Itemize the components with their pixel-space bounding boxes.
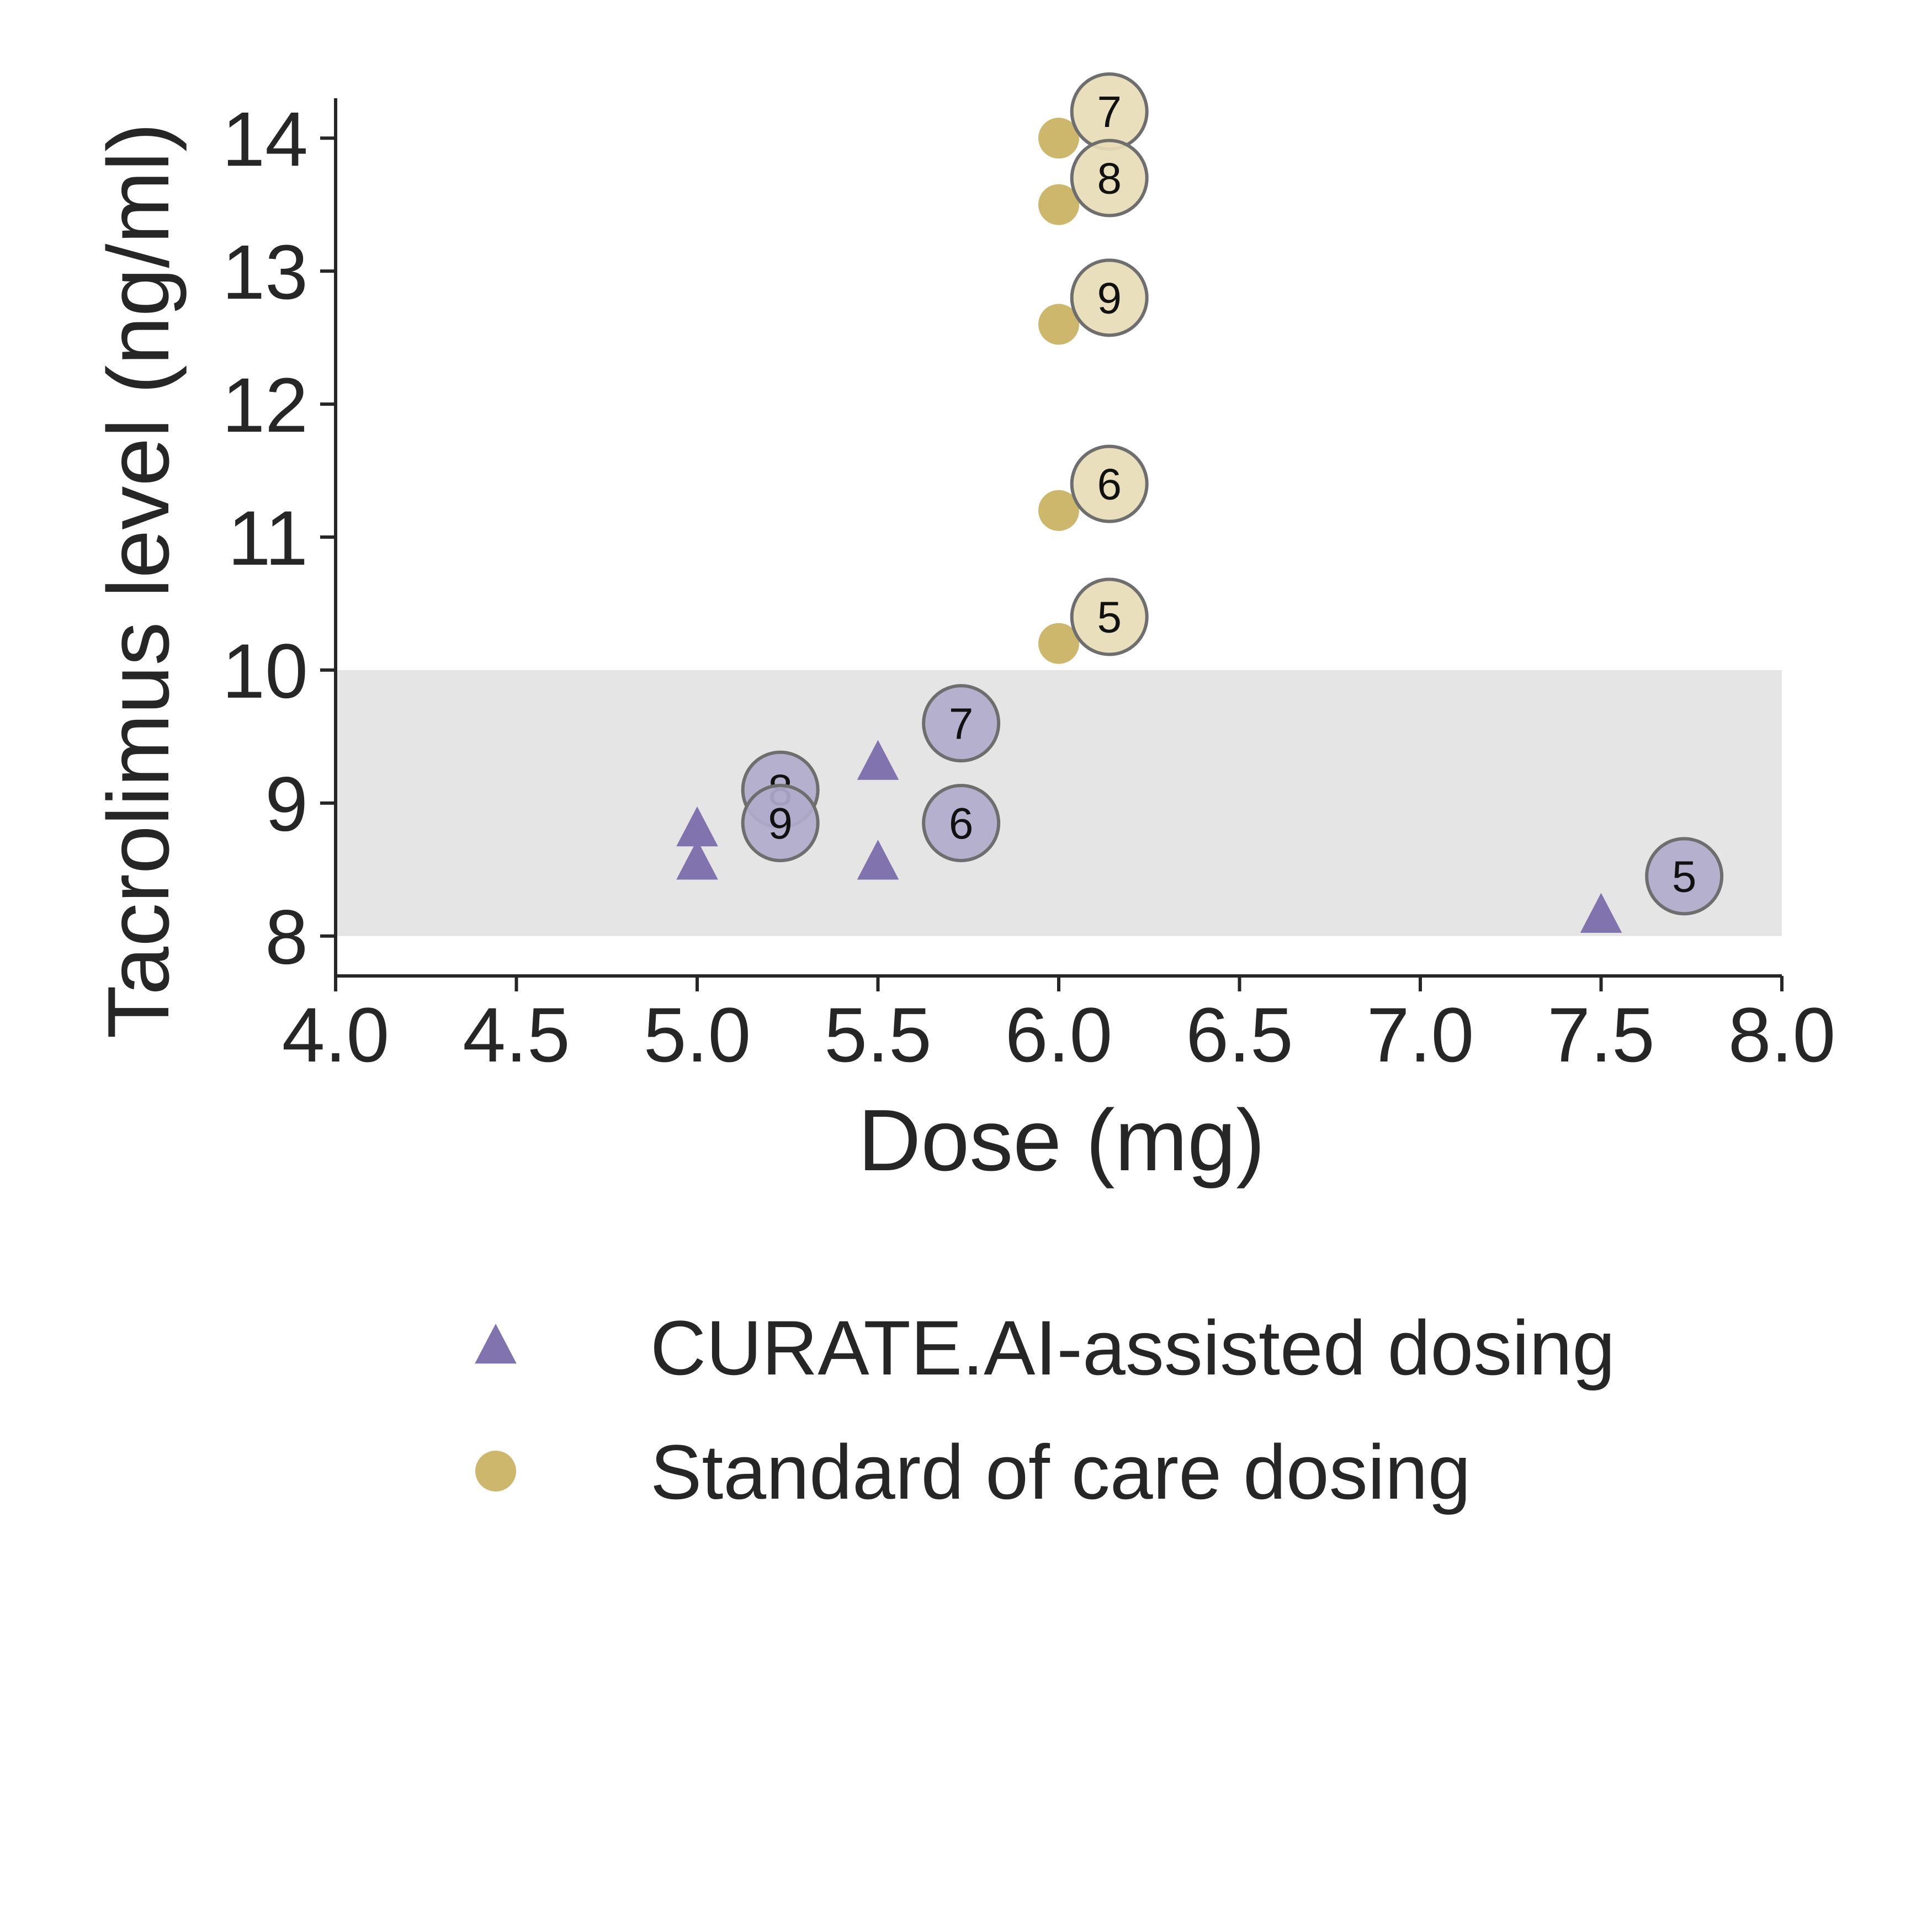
day-label-number: 8 — [1097, 154, 1122, 203]
y-tick-label: 12 — [222, 362, 308, 448]
day-labels: 8976578965 — [741, 72, 1724, 916]
target-range-layer — [336, 670, 1782, 936]
legend-label: Standard of care dosing — [650, 1429, 1471, 1515]
y-axis-title: Tacrolimus level (ng/ml) — [90, 123, 187, 1038]
curate-ai-point — [857, 740, 899, 780]
day-label-circle — [1070, 444, 1149, 523]
curate-ai-point — [676, 806, 718, 847]
y-tick-label: 10 — [222, 628, 308, 714]
axes: 4.0 4.5 5.0 5.5 6.0 6.5 7.0 7.5 8.0 8 9 10 11 12 13 14 — [222, 95, 1835, 1078]
x-tick-label: 4.5 — [463, 991, 570, 1078]
curate-ai-point — [676, 840, 718, 880]
x-tick-label: 6.5 — [1186, 991, 1293, 1078]
x-tick-label: 7.0 — [1367, 991, 1474, 1078]
standard-care-point — [1038, 184, 1079, 225]
day-label-circle — [922, 684, 1001, 763]
x-tick-label: 5.0 — [644, 991, 751, 1078]
day-label-circle — [1070, 258, 1149, 337]
day-label-circle — [922, 783, 1001, 862]
x-tick-label: 4.0 — [282, 991, 390, 1078]
y-tick-label: 8 — [265, 894, 308, 980]
y-tick-label: 13 — [222, 229, 308, 315]
x-tick-label: 8.0 — [1728, 991, 1836, 1078]
day-label-number: 5 — [1097, 593, 1122, 642]
target-range-band — [336, 670, 1782, 936]
x-tick-label: 5.5 — [824, 991, 932, 1078]
day-label-number: 5 — [1672, 852, 1697, 901]
legend-triangle-icon — [475, 1324, 517, 1364]
standard-care-point — [1038, 118, 1079, 159]
legend-label: CURATE.AI-assisted dosing — [650, 1304, 1615, 1391]
day-label-circle — [1070, 577, 1149, 656]
curate-ai-point — [1580, 893, 1622, 933]
x-axis-title: Dose (mg) — [858, 1092, 1265, 1189]
y-tick-label: 9 — [265, 761, 308, 847]
day-label-circle — [1645, 837, 1724, 916]
day-label-number: 6 — [949, 799, 974, 848]
legend-circle-icon — [475, 1451, 516, 1492]
y-tick-label: 11 — [228, 495, 308, 581]
legend: CURATE.AI-assisted dosing Standard of car… — [475, 1304, 1615, 1515]
day-label-circle — [741, 783, 820, 862]
y-tick-label: 14 — [222, 95, 308, 182]
standard-care-point — [1038, 623, 1079, 664]
standard-care-point — [1038, 304, 1079, 345]
data-points — [676, 118, 1622, 933]
day-label-number: 7 — [1097, 87, 1122, 136]
day-label-number: 9 — [768, 799, 793, 848]
day-label-circle — [1070, 139, 1149, 217]
day-label-number: 7 — [949, 699, 974, 748]
day-label-number: 6 — [1097, 460, 1122, 509]
curate-ai-point — [857, 840, 899, 880]
standard-care-point — [1038, 490, 1079, 531]
day-label-number: 9 — [1097, 273, 1122, 322]
x-tick-label: 6.0 — [1005, 991, 1113, 1078]
x-tick-label: 7.5 — [1547, 991, 1655, 1078]
